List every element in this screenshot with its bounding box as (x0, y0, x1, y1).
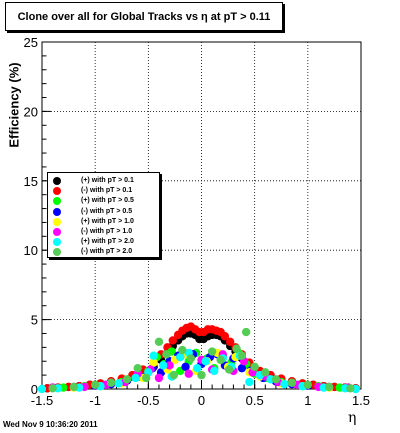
legend-marker (53, 187, 61, 196)
data-point (250, 362, 259, 371)
data-point (90, 380, 100, 390)
y-tick-label: 0 (31, 382, 38, 397)
legend-entry: (+) with pT > 0.5 (48, 196, 159, 206)
legend: (+) with pT > 0.1 (-) with pT > 0.1 (+) wi… (47, 172, 160, 258)
data-point (178, 345, 187, 355)
data-point (237, 351, 247, 360)
data-point (226, 337, 235, 347)
legend-entry: (-) with pT > 1.0 (48, 227, 159, 237)
data-point (346, 384, 355, 393)
legend-label: (+) with pT > 0.5 (81, 197, 134, 205)
legend-entry: (+) with pT > 2.0 (48, 237, 159, 247)
data-point (220, 332, 230, 341)
legend-entry: (+) with pT > 0.1 (48, 176, 159, 186)
axis-tick-labels: -1.5 -1 -0.5 0 0.5 1 1.5 0 5 10 15 20 25 (24, 35, 371, 408)
data-point (154, 373, 164, 383)
data-point (169, 370, 179, 380)
data-point (168, 336, 177, 345)
data-point (114, 379, 123, 388)
legend-marker (53, 217, 61, 226)
data-point (245, 377, 254, 387)
data-point (69, 382, 79, 392)
y-tick-label: 10 (24, 243, 38, 258)
x-tick-label: 1 (304, 393, 311, 408)
y-axis-label: Efficiency (%) (6, 62, 22, 148)
y-axis-label-wrap: Efficiency (%) (0, 62, 28, 147)
data-point (287, 378, 297, 387)
y-tick-label: 25 (24, 35, 38, 50)
data-point (131, 373, 140, 383)
legend-marker (53, 177, 61, 185)
legend-entry: (-) with pT > 2.0 (48, 247, 159, 257)
legend-marker (53, 238, 61, 247)
legend-marker (53, 248, 61, 257)
x-tick-label: 0 (198, 393, 205, 408)
data-point (280, 379, 289, 389)
data-point (106, 378, 116, 387)
data-point (207, 347, 217, 356)
data-point (186, 354, 196, 363)
data-point (237, 363, 247, 373)
data-point (224, 365, 234, 374)
data-point (324, 382, 334, 392)
x-tick-label: 0.5 (246, 393, 264, 408)
data-point (154, 337, 164, 347)
grid-lines (42, 42, 361, 389)
x-tick-label: -1 (89, 393, 101, 408)
data-point (184, 369, 193, 378)
legend-label: (+) with pT > 0.1 (81, 177, 134, 184)
data-point (201, 357, 210, 366)
data-point (162, 350, 171, 359)
x-tick-label: 1.5 (352, 393, 370, 408)
legend-label: (-) with pT > 0.1 (81, 187, 133, 195)
x-axis-label: η (348, 410, 357, 426)
data-point (303, 380, 313, 390)
data-point (261, 368, 270, 377)
x-tick-label: -0.5 (137, 393, 159, 408)
data-point (176, 352, 185, 362)
y-tick-label: 20 (24, 104, 38, 119)
legend-label: (-) with pT > 1.0 (81, 228, 133, 235)
data-point (165, 361, 174, 370)
chart-title: Clone over all for Global Tracks vs η at… (17, 11, 271, 23)
data-points (37, 322, 360, 394)
data-point (210, 366, 219, 376)
legend-entry: (-) with pT > 0.5 (48, 207, 159, 217)
y-tick-label: 5 (31, 313, 38, 328)
x-tick-label: -1.5 (31, 393, 53, 408)
legend-label: (-) with pT > 0.5 (81, 207, 133, 215)
data-point (149, 351, 158, 360)
data-point (48, 384, 57, 393)
data-point (181, 362, 190, 371)
data-point (197, 370, 206, 380)
legend-entry: (-) with pT > 0.1 (48, 186, 159, 196)
data-point (232, 344, 241, 353)
data-point (122, 375, 132, 384)
legend-marker (53, 197, 61, 206)
data-point (149, 358, 158, 367)
legend-marker (53, 207, 61, 216)
legend-marker (53, 228, 61, 236)
legend-entry: (+) with pT > 1.0 (48, 217, 159, 227)
legend-label: (+) with pT > 1.0 (81, 217, 134, 225)
data-point (37, 384, 47, 394)
legend-label: (+) with pT > 2.0 (81, 238, 134, 246)
data-point (159, 361, 168, 370)
chart-title-box: Clone over all for Global Tracks vs η at… (5, 2, 283, 31)
data-point (133, 363, 142, 373)
data-point (216, 355, 225, 365)
data-point (193, 363, 202, 373)
data-point (142, 373, 151, 383)
timestamp: Wed Nov 9 10:36:20 2011 (3, 420, 98, 429)
data-point (271, 375, 281, 384)
data-point (241, 327, 251, 337)
legend-label: (-) with pT > 2.0 (81, 248, 133, 256)
y-tick-label: 15 (24, 174, 38, 189)
